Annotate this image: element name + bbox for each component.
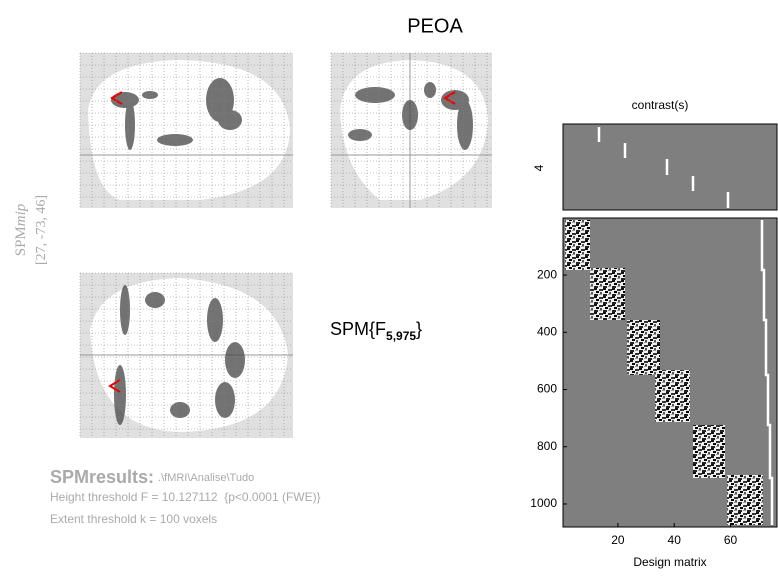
spm-window: PEOA S	[0, 0, 778, 573]
x-tick-label: 60	[724, 533, 738, 547]
y-tick-label: 1000	[530, 496, 557, 510]
statistic-suffix: }	[416, 319, 422, 339]
y-tick-label: 200	[537, 267, 557, 281]
statistic-subscript: 5,975	[386, 329, 416, 343]
y-tick-label: 600	[537, 382, 557, 396]
mip-label-main: SPM	[13, 226, 29, 256]
design-matrix-label: Design matrix	[633, 555, 706, 569]
body: PEOA S	[0, 0, 778, 578]
page: {"title": "PEOA", "mip": {"label": "SPM"…	[0, 0, 778, 578]
results-path: .\fMRI\Analise\Tudo	[158, 472, 254, 484]
y-tick-label: 800	[537, 439, 557, 453]
design-matrix	[563, 218, 777, 527]
mip-label-italic: mip	[13, 203, 29, 226]
extent-threshold: Extent threshold k = 100 voxels	[50, 512, 217, 526]
mip-coordinates: [27, -73, 46]	[34, 195, 49, 265]
results-title: SPMresults:	[50, 467, 154, 487]
glass-brain-axial	[80, 273, 293, 438]
height-threshold: Height threshold F = 10.127112 {p<0.0001…	[50, 490, 321, 504]
contrast-panel	[563, 124, 777, 210]
contrast-label: 4	[532, 164, 546, 171]
contrast-title: contrast(s)	[632, 98, 689, 112]
mip-label: SPMmip	[13, 203, 29, 256]
results-line: SPMresults: .\fMRI\Analise\Tudo	[50, 467, 254, 487]
statistic-prefix: SPM{F	[330, 319, 386, 339]
y-tick-label: 400	[537, 324, 557, 338]
x-tick-label: 20	[611, 533, 625, 547]
x-tick-label: 40	[668, 533, 682, 547]
statistic: SPM{F5,975}	[330, 319, 422, 343]
glass-brain-sagittal	[80, 53, 293, 208]
title: PEOA	[407, 15, 463, 37]
